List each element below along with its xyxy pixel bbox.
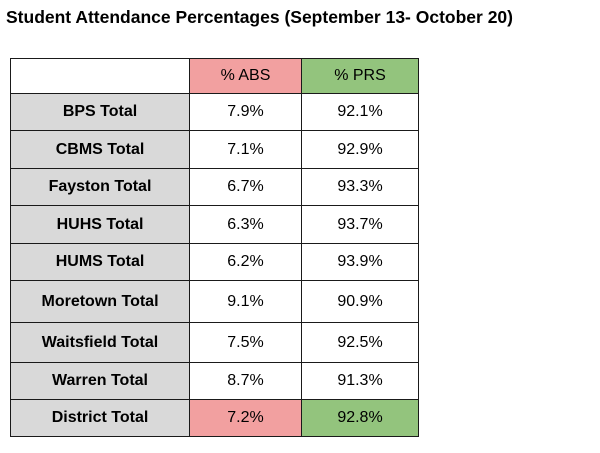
abs-value-cell: 6.2% (189, 243, 302, 281)
row-name-cell: Warren Total (10, 362, 190, 400)
abs-value-cell: 6.3% (189, 205, 302, 244)
table-row: Waitsfield Total 7.5% 92.5% (10, 322, 419, 363)
table-row: District Total 7.2% 92.8% (10, 399, 419, 437)
table-row: BPS Total 7.9% 92.1% (10, 93, 419, 131)
prs-value-cell: 92.8% (301, 399, 419, 437)
row-name-cell: BPS Total (10, 93, 190, 131)
prs-value-cell: 90.9% (301, 280, 419, 323)
corner-cell (10, 58, 190, 94)
prs-value-cell: 93.7% (301, 205, 419, 244)
table-row: Warren Total 8.7% 91.3% (10, 362, 419, 400)
row-name-cell: HUHS Total (10, 205, 190, 244)
row-name-cell: Moretown Total (10, 280, 190, 323)
prs-value-cell: 92.5% (301, 322, 419, 363)
row-name-cell: Fayston Total (10, 168, 190, 206)
prs-value-cell: 91.3% (301, 362, 419, 400)
row-name-cell: District Total (10, 399, 190, 437)
abs-value-cell: 9.1% (189, 280, 302, 323)
row-name-cell: Waitsfield Total (10, 322, 190, 363)
table-row: CBMS Total 7.1% 92.9% (10, 130, 419, 169)
attendance-table: % ABS % PRS BPS Total 7.9% 92.1% CBMS Total… (10, 58, 419, 437)
abs-value-cell: 7.5% (189, 322, 302, 363)
prs-value-cell: 93.9% (301, 243, 419, 281)
abs-column-header: % ABS (189, 58, 302, 94)
header-row: % ABS % PRS (10, 58, 419, 94)
row-name-cell: CBMS Total (10, 130, 190, 169)
table-row: Fayston Total 6.7% 93.3% (10, 168, 419, 206)
prs-value-cell: 92.9% (301, 130, 419, 169)
table-row: Moretown Total 9.1% 90.9% (10, 280, 419, 323)
prs-value-cell: 93.3% (301, 168, 419, 206)
prs-value-cell: 92.1% (301, 93, 419, 131)
abs-value-cell: 7.2% (189, 399, 302, 437)
abs-value-cell: 7.9% (189, 93, 302, 131)
abs-value-cell: 6.7% (189, 168, 302, 206)
chart-title: Student Attendance Percentages (Septembe… (6, 7, 513, 27)
abs-value-cell: 7.1% (189, 130, 302, 169)
table-row: HUMS Total 6.2% 93.9% (10, 243, 419, 281)
row-name-cell: HUMS Total (10, 243, 190, 281)
table-body: BPS Total 7.9% 92.1% CBMS Total 7.1% 92.9% Fay… (10, 93, 419, 437)
table-row: HUHS Total 6.3% 93.7% (10, 205, 419, 244)
abs-value-cell: 8.7% (189, 362, 302, 400)
prs-column-header: % PRS (301, 58, 419, 94)
